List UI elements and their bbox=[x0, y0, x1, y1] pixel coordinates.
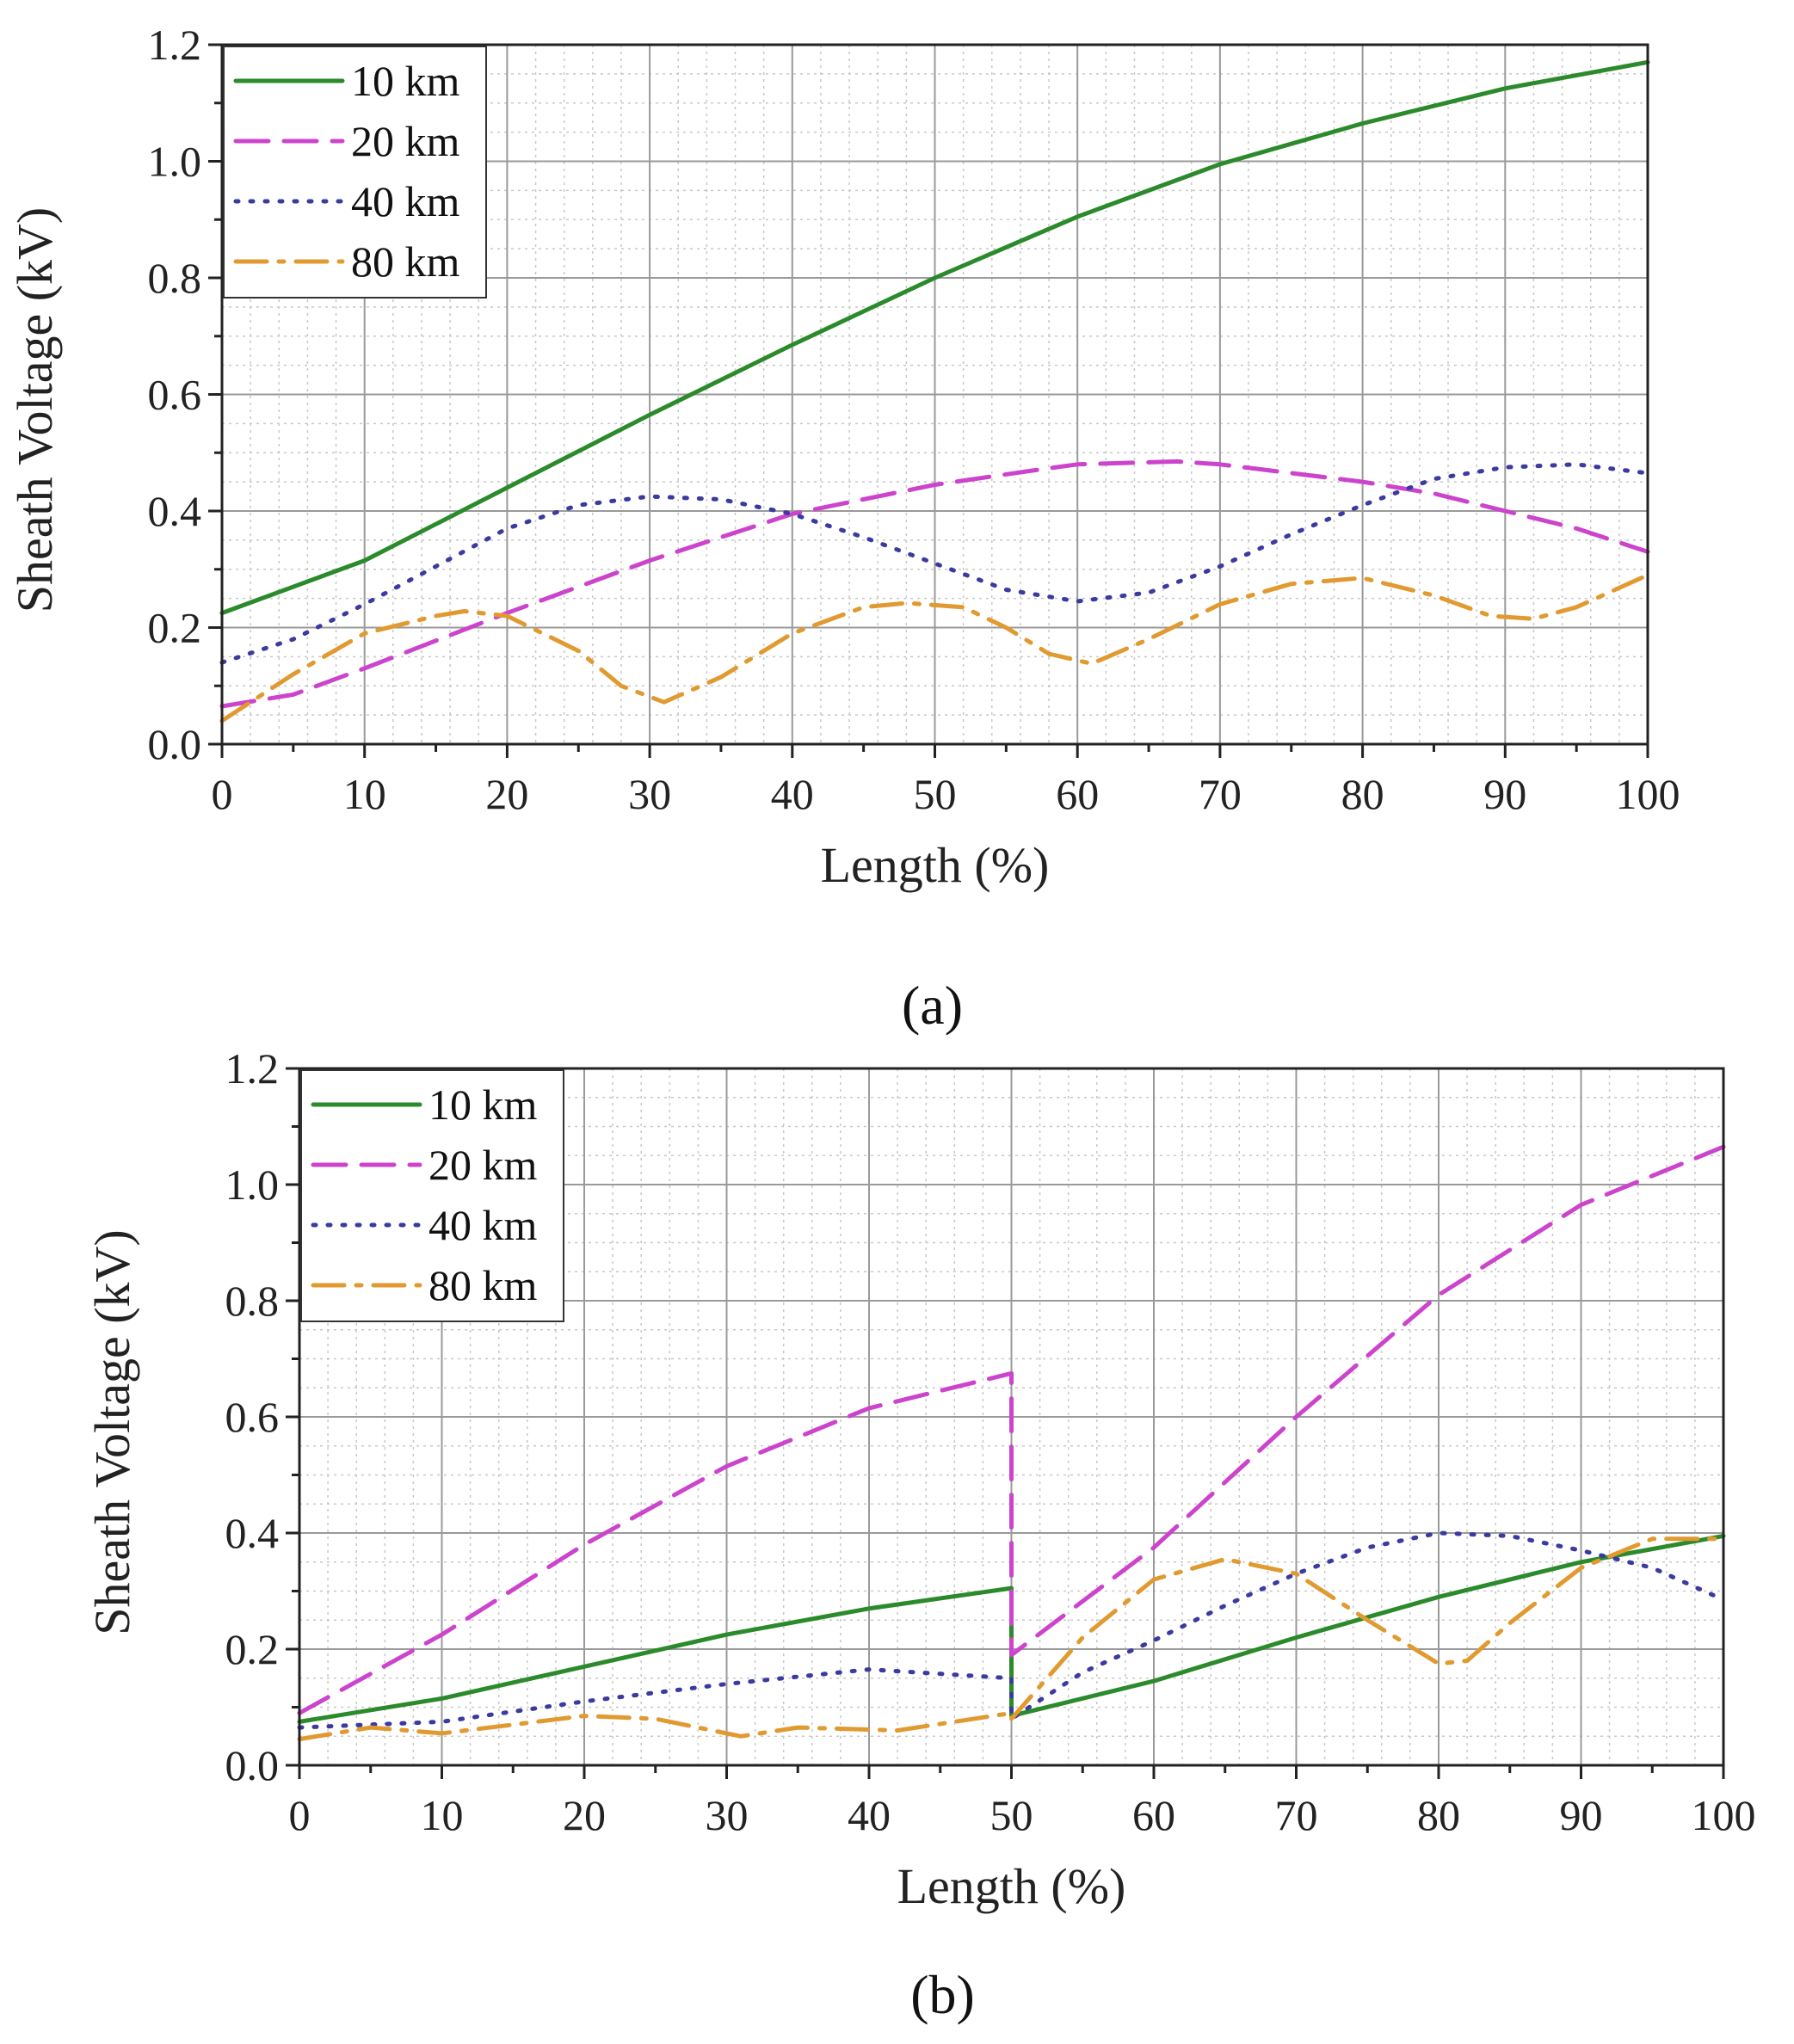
series-line-80-km bbox=[297, 1536, 1726, 1742]
legend-box bbox=[300, 1069, 564, 1322]
x-tick-label: 100 bbox=[1692, 1791, 1756, 1839]
legend-label: 40 km bbox=[428, 1201, 538, 1249]
x-axis-title: Length (%) bbox=[821, 837, 1050, 893]
y-axis-title: Sheath Voltage (kV) bbox=[84, 1229, 140, 1635]
legend-label: 20 km bbox=[351, 117, 460, 165]
y-tick-label: 0.6 bbox=[148, 371, 202, 419]
x-tick-label: 10 bbox=[421, 1791, 464, 1839]
panel-caption: (b) bbox=[910, 1964, 975, 2025]
tick-marks bbox=[286, 1067, 1725, 1779]
legend: 10 km 20 km 40 km 80 km bbox=[223, 46, 487, 299]
series-group bbox=[219, 59, 1650, 723]
x-tick-label: 40 bbox=[848, 1791, 891, 1839]
x-tick-label: 20 bbox=[563, 1791, 606, 1839]
y-tick-label: 1.2 bbox=[225, 1044, 280, 1093]
x-tick-label: 60 bbox=[1056, 770, 1099, 818]
x-tick-label: 0 bbox=[212, 770, 233, 818]
legend-label: 10 km bbox=[351, 57, 460, 105]
y-axis-title: Sheath Voltage (kV) bbox=[7, 207, 63, 613]
x-tick-label: 70 bbox=[1199, 770, 1242, 818]
y-tick-label: 0.4 bbox=[225, 1509, 280, 1557]
y-tick-label: 0.8 bbox=[148, 254, 202, 302]
legend-label: 80 km bbox=[351, 237, 460, 286]
x-tick-label: 80 bbox=[1417, 1791, 1460, 1839]
x-tick-label: 90 bbox=[1560, 1791, 1603, 1839]
series-line-20-km bbox=[297, 1144, 1726, 1715]
y-tick-label: 0.0 bbox=[225, 1741, 280, 1789]
legend-label: 40 km bbox=[351, 177, 460, 225]
series-group bbox=[297, 1144, 1726, 1742]
x-tick-label: 30 bbox=[706, 1791, 749, 1839]
y-tick-label: 1.0 bbox=[148, 138, 202, 186]
x-tick-label: 70 bbox=[1275, 1791, 1318, 1839]
chart-panel-a: 0 10 20 30 40 50 60 70 80 90 100 0.0 0.2 0.4 0.6 0.8 1.0… bbox=[7, 21, 1680, 1036]
series-line-20-km bbox=[219, 459, 1650, 709]
legend: 10 km 20 km 40 km 80 km bbox=[300, 1069, 564, 1322]
x-tick-label: 60 bbox=[1132, 1791, 1175, 1839]
legend-box bbox=[223, 46, 487, 299]
series-line-40-km bbox=[297, 1530, 1726, 1730]
y-tick-label: 1.2 bbox=[148, 21, 202, 69]
x-tick-label: 50 bbox=[914, 770, 957, 818]
y-tick-label: 0.2 bbox=[148, 604, 202, 652]
x-tick-label: 10 bbox=[343, 770, 386, 818]
y-tick-label: 1.0 bbox=[225, 1161, 280, 1209]
x-tick-label: 80 bbox=[1341, 770, 1384, 818]
y-tick-label: 0.4 bbox=[148, 487, 202, 535]
x-tick-label: 40 bbox=[771, 770, 814, 818]
legend-label: 10 km bbox=[428, 1080, 538, 1129]
legend-label: 80 km bbox=[428, 1261, 538, 1309]
x-tick-label: 50 bbox=[990, 1791, 1033, 1839]
x-tick-label: 20 bbox=[485, 770, 528, 818]
x-tick-label: 30 bbox=[628, 770, 671, 818]
series-line-40-km bbox=[219, 462, 1650, 665]
y-tick-label: 0.2 bbox=[225, 1625, 280, 1673]
x-tick-label: 100 bbox=[1616, 770, 1680, 818]
y-tick-label: 0.6 bbox=[225, 1393, 280, 1441]
x-axis-title: Length (%) bbox=[897, 1858, 1126, 1914]
panel-caption: (a) bbox=[902, 975, 963, 1036]
series-line-10-km bbox=[219, 59, 1650, 616]
chart-panel-b: 0 10 20 30 40 50 60 70 80 90 100 0.0 0.2 0.4 0.6 0.8 1.0… bbox=[84, 1044, 1756, 2025]
y-tick-label: 0.8 bbox=[225, 1277, 280, 1325]
x-tick-label: 90 bbox=[1483, 770, 1526, 818]
series-line-80-km bbox=[219, 573, 1650, 723]
tick-marks bbox=[208, 43, 1649, 758]
legend-label: 20 km bbox=[428, 1141, 538, 1189]
x-tick-label: 0 bbox=[289, 1791, 311, 1839]
y-tick-label: 0.0 bbox=[148, 720, 202, 768]
